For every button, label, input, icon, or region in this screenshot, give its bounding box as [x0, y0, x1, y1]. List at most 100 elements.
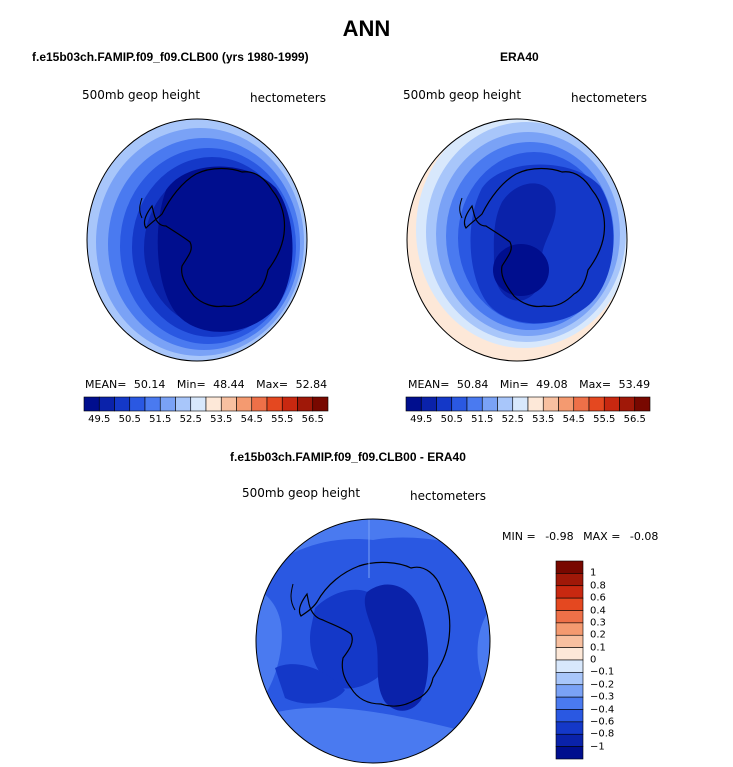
panel3-map: [255, 518, 491, 764]
panel2-colorbar-tick-label: 54.5: [562, 414, 585, 425]
panel1-colorbar-box: [266, 396, 283, 412]
panel1-colorbar-tick-label: 53.5: [210, 414, 233, 425]
panel2-map: [406, 118, 628, 362]
panel2-colorbar-tick-label: 53.5: [532, 414, 555, 425]
panel1-colorbar-tick-label: 52.5: [179, 414, 202, 425]
panel2-stats: MEAN= 50.84 Min= 49.08 Max= 53.49: [408, 378, 650, 391]
panel1-colorbar-box: [175, 396, 192, 412]
panel2-colorbar-box: [420, 396, 437, 412]
panel1-colorbar-tick-label: 49.5: [88, 414, 111, 425]
panel1-mean-label: MEAN=: [85, 378, 127, 391]
panel1-colorbar-box: [159, 396, 176, 412]
panel3-variable: 500mb geop height: [242, 486, 361, 500]
panel3-colorbar-box: [555, 721, 584, 735]
panel3-colorbar-tick-label: −0.4: [590, 704, 615, 715]
panel3-title: f.e15b03ch.FAMIP.f09_f09.CLB00 - ERA40: [230, 450, 466, 464]
panel3-colorbar-tick-label: −0.6: [590, 716, 615, 728]
panel2-colorbar-tick-label: 51.5: [471, 414, 494, 425]
panel1-colorbar-box: [205, 396, 222, 412]
panel1-colorbar-box: [312, 396, 329, 412]
panel2-peninsula: [459, 197, 463, 219]
panel3-colorbar-tick-label: −0.2: [590, 679, 615, 691]
panel3-colorbar-tick-label: 0.4: [590, 605, 606, 616]
panel3-colorbar-box: [555, 672, 584, 686]
panel2-min: 49.08: [536, 378, 568, 391]
panel3-colorbar-box: [555, 585, 584, 599]
panel3-colorbar-tick-label: −0.1: [590, 666, 615, 678]
panel2-colorbar-box: [466, 396, 483, 412]
panel1-max-label: Max=: [256, 378, 289, 391]
panel2-colorbar-box: [634, 396, 651, 412]
panel3-max-label: MAX =: [583, 530, 621, 543]
panel1-variable: 500mb geop height: [82, 88, 201, 102]
panel2-colorbar-box: [436, 396, 453, 412]
panel3-max: -0.08: [629, 530, 659, 543]
panel3-colorbar-box: [555, 597, 584, 611]
panel1-mean: 50.14: [133, 378, 166, 391]
panel3-colorbar-tick-label: 0.3: [590, 617, 606, 629]
panel1-colorbar-box: [281, 396, 298, 412]
panel3-colorbar-tick-label: −1: [590, 741, 605, 753]
panel3-colorbar-box: [555, 622, 584, 636]
panel2-colorbar-box: [573, 396, 590, 412]
panel2-max-label: Max=: [579, 378, 612, 391]
panel3-colorbar-box: [555, 573, 584, 587]
panel2-colorbar-box: [527, 396, 544, 412]
panel3-colorbar-tick-label: 0: [590, 654, 597, 666]
panel3-colorbar-labels: 1 0.8 0.6 0.4 0.3 0.2 0.1 0 −0.1 −0.2 −0.3 −0.4 −0.6…: [590, 561, 630, 759]
panel2-colorbar-box: [619, 396, 636, 412]
panel3-colorbar-box: [555, 696, 584, 710]
panel2-colorbar-tick-label: 56.5: [623, 414, 646, 425]
panel3-stats: MIN = -0.98 MAX = -0.08: [502, 530, 658, 543]
panel2-colorbar-box: [497, 396, 514, 412]
panel3-colorbar-box: [555, 634, 584, 648]
panel2-units: hectometers: [571, 91, 647, 105]
panel3-colorbar-box: [555, 709, 584, 723]
panel1-colorbar-tick-label: 54.5: [240, 414, 263, 425]
figure-title: ANN: [342, 16, 391, 41]
panel3-colorbar: [555, 560, 584, 760]
panel2-mean: 50.84: [456, 378, 489, 391]
panel1-colorbar-box: [83, 396, 100, 412]
panel2-title: ERA40: [500, 50, 539, 64]
panel2-colorbar-box: [588, 396, 605, 412]
panel1-colorbar-tick-label: 56.5: [301, 414, 324, 425]
panel2-min-label: Min=: [499, 378, 529, 391]
panel1-colorbar-tick-label: 51.5: [149, 414, 172, 425]
panel3-colorbar-box: [555, 610, 584, 624]
panel2-colorbar-box: [542, 396, 559, 412]
panel1-colorbar-box: [236, 396, 253, 412]
panel2-colorbar-box: [481, 396, 498, 412]
panel1-colorbar-box: [297, 396, 314, 412]
panel3-colorbar-tick-label: 0.1: [590, 642, 606, 654]
panel2-variable: 500mb geop height: [403, 88, 522, 102]
panel2-colorbar-box: [451, 396, 468, 412]
panel3-colorbar-box: [555, 684, 584, 698]
panel1-min-label: Min=: [176, 378, 206, 391]
panel3-colorbar-box: [555, 746, 584, 760]
panel3-colorbar-tick-label: 1: [590, 567, 597, 579]
panel1-colorbar-box: [190, 396, 207, 412]
panel1-colorbar-labels: 49.5 50.5 51.5 52.5 53.5 54.5 55.5 56.5: [84, 414, 328, 428]
panel2-colorbar-box: [603, 396, 620, 412]
panel2-colorbar-tick-label: 55.5: [593, 414, 616, 425]
panel3-min: -0.98: [545, 530, 574, 543]
panel3-colorbar-box: [555, 560, 584, 574]
panel1-units: hectometers: [250, 91, 326, 105]
panel3-min-label: MIN =: [502, 530, 536, 543]
panel2-colorbar-box: [405, 396, 422, 412]
panel1-colorbar-box: [144, 396, 161, 412]
panel2-coastline: [463, 167, 606, 308]
panel1-colorbar: [83, 396, 329, 412]
panel3-colorbar-tick-label: 0.2: [590, 629, 606, 641]
panel1-colorbar-box: [98, 396, 115, 412]
panel1-max: 52.84: [295, 378, 328, 391]
panel1-colorbar-box: [129, 396, 146, 412]
panel1-colorbar-tick-label: 55.5: [271, 414, 294, 425]
panel2-colorbar-tick-label: 52.5: [501, 414, 524, 425]
panel1-coastline: [143, 167, 286, 308]
panel3-band-7: [364, 584, 429, 711]
panel1-colorbar-box: [251, 396, 268, 412]
panel3-colorbar-tick-label: −0.8: [590, 728, 615, 740]
panel2-colorbar-box: [558, 396, 575, 412]
